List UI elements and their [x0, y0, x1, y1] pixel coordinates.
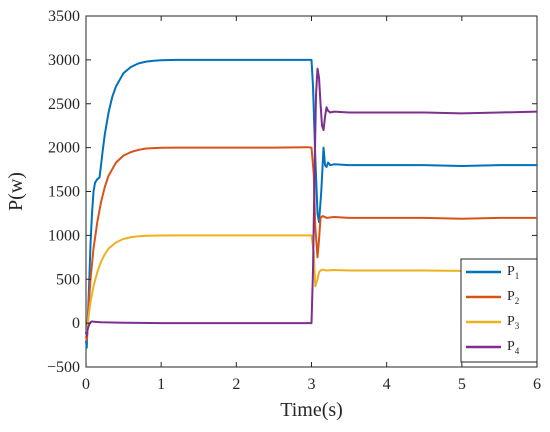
legend-label-subscript: 3: [515, 321, 520, 331]
y-tick-label: −500: [47, 359, 80, 376]
legend-label-name: P: [507, 339, 515, 354]
legend-label-subscript: 1: [515, 271, 520, 281]
y-axis-label: P(w): [5, 172, 27, 211]
series-line-p2: [85, 146, 537, 342]
series-layer: [85, 58, 538, 349]
legend-label: P4: [507, 339, 520, 356]
y-tick-label: 3000: [48, 52, 80, 69]
legend-label-name: P: [507, 289, 515, 304]
y-tick-label: 2500: [48, 96, 80, 113]
legend-item-p1: P1: [466, 264, 519, 281]
y-tick-label: 0: [72, 315, 80, 332]
plot-area: [85, 15, 538, 368]
x-tick-label: 4: [383, 376, 391, 393]
x-tick-label: 5: [458, 376, 466, 393]
legend-item-p3: P3: [466, 314, 520, 331]
x-tick-label: 3: [308, 376, 316, 393]
y-tick-label: 2000: [48, 140, 80, 157]
legend-label: P3: [507, 314, 520, 331]
x-axis-label: Time(s): [280, 399, 343, 421]
tick-marks: [85, 15, 538, 368]
series-line-p3: [85, 234, 537, 338]
legend-box: [460, 258, 538, 363]
legend-label: P1: [507, 264, 519, 281]
y-tick-label: 1000: [48, 227, 80, 244]
y-tick-label: 1500: [48, 184, 80, 201]
legend-label-name: P: [507, 264, 515, 279]
x-tick-label: 6: [533, 376, 541, 393]
y-tick-label: 3500: [48, 8, 80, 25]
legend-label-subscript: 4: [515, 346, 520, 356]
x-tick-label: 0: [82, 376, 90, 393]
series-line-p1: [85, 58, 537, 349]
x-tick-label: 2: [232, 376, 240, 393]
x-tick-label: 1: [157, 376, 165, 393]
legend-item-p4: P4: [466, 339, 520, 356]
y-tick-labels: −500 0 500 1000 1500 2000 2500 3000 3500: [47, 8, 80, 376]
y-tick-label: 500: [56, 271, 80, 288]
legend-item-p2: P2: [466, 289, 519, 306]
legend-label: P2: [507, 289, 519, 306]
legend-label-name: P: [507, 314, 515, 329]
legend-label-subscript: 2: [515, 296, 520, 306]
series-line-p4: [85, 67, 538, 338]
x-tick-labels: 0 1 2 3 4 5 6: [82, 376, 541, 393]
